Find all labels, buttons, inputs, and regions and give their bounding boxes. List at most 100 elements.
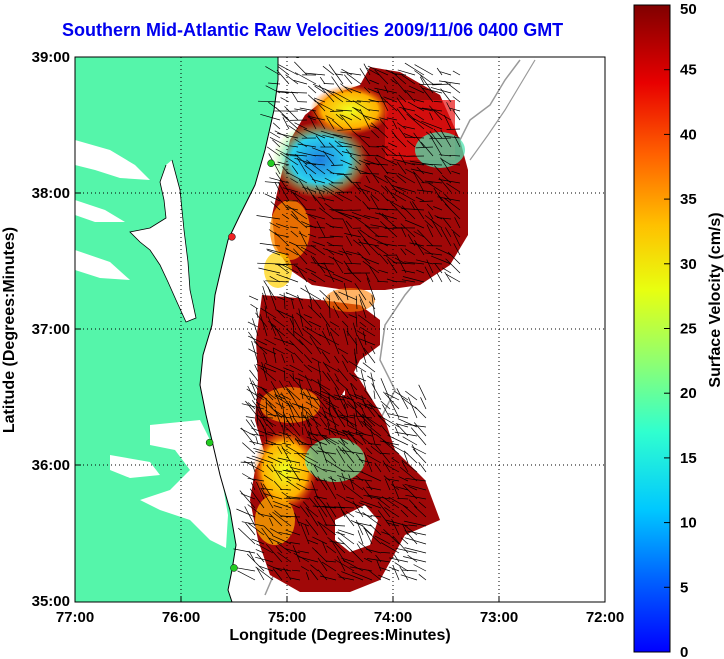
velocity-vector	[296, 151, 317, 157]
y-tick-label: 35:00	[32, 593, 70, 610]
velocity-vector	[320, 575, 337, 581]
velocity-vector	[298, 308, 304, 328]
velocity-vector	[416, 189, 434, 193]
velocity-vector	[284, 469, 301, 473]
velocity-vector	[397, 173, 416, 184]
velocity-vector	[326, 452, 337, 464]
velocity-vector	[337, 128, 362, 131]
velocity-vector	[429, 137, 452, 140]
velocity-vector	[286, 419, 301, 437]
velocity-vector	[288, 400, 301, 419]
velocity-vector	[323, 188, 344, 202]
velocity-vector	[334, 210, 353, 220]
velocity-vector	[274, 395, 295, 409]
velocity-vector	[344, 233, 362, 238]
velocity-vector	[374, 157, 389, 175]
velocity-vector	[341, 114, 353, 121]
velocity-vector	[391, 185, 416, 193]
velocity-vector	[428, 211, 434, 220]
velocity-vector	[282, 442, 292, 446]
velocity-vector	[396, 108, 407, 121]
velocity-vector	[343, 282, 349, 301]
radar-sites	[205, 57, 301, 572]
velocity-vector	[352, 100, 371, 112]
velocity-vector	[355, 311, 358, 328]
velocity-vector	[303, 128, 326, 139]
velocity-vector	[374, 69, 389, 85]
velocity-vector	[384, 507, 400, 518]
velocity-vector	[400, 509, 409, 518]
velocity-vector	[403, 556, 427, 563]
velocity-vector	[322, 150, 335, 166]
x-tick-label: 73:00	[480, 609, 518, 626]
velocity-vector	[280, 97, 290, 103]
velocity-vector	[329, 321, 340, 328]
velocity-vector	[269, 177, 290, 184]
velocity-vector	[298, 378, 304, 400]
velocity-vector	[360, 420, 376, 436]
velocity-vector	[403, 520, 427, 527]
velocity-vector	[345, 100, 362, 103]
velocity-vector	[367, 88, 380, 94]
velocity-vector	[315, 135, 326, 148]
velocity-vector	[332, 134, 353, 139]
velocity-vector	[370, 224, 389, 229]
velocity-vector	[262, 292, 268, 310]
velocity-vector	[452, 70, 461, 76]
velocity-vector	[312, 297, 322, 310]
velocity-vector	[453, 243, 461, 256]
velocity-vector	[328, 294, 331, 319]
velocity-vector	[274, 410, 286, 418]
velocity-vector	[359, 338, 376, 346]
velocity-vector	[404, 547, 427, 554]
velocity-vector	[348, 393, 364, 401]
velocity-vector	[260, 367, 277, 382]
velocity-vector	[288, 125, 308, 139]
velocity-vector	[252, 318, 259, 337]
velocity-vector	[396, 175, 407, 184]
velocity-vector	[392, 158, 416, 166]
velocity-vector	[322, 65, 335, 76]
velocity-vector	[413, 172, 425, 193]
velocity-vector	[298, 179, 308, 193]
velocity-vector	[332, 305, 340, 319]
velocity-vector	[330, 475, 337, 491]
velocity-vector	[431, 219, 443, 238]
velocity-vector	[282, 117, 290, 130]
velocity-vector	[301, 453, 319, 464]
velocity-vector	[317, 521, 337, 536]
velocity-vector	[400, 223, 416, 238]
velocity-vector	[285, 529, 301, 536]
velocity-vector	[350, 549, 364, 563]
velocity-vector	[413, 99, 425, 103]
velocity-vector	[324, 459, 346, 473]
velocity-vector	[401, 269, 416, 274]
velocity-vector	[355, 432, 373, 437]
velocity-vector	[357, 530, 364, 545]
velocity-vector	[359, 326, 376, 337]
velocity-vector	[334, 140, 344, 148]
velocity-vector	[289, 577, 301, 581]
velocity-vector	[299, 230, 308, 247]
velocity-vector	[272, 568, 283, 581]
velocity-vector	[318, 84, 335, 103]
velocity-vector	[429, 135, 443, 157]
velocity-vector	[363, 527, 382, 545]
velocity-vector	[247, 385, 256, 401]
velocity-vector	[299, 505, 310, 518]
velocity-vector	[242, 473, 256, 482]
velocity-vector	[312, 536, 328, 545]
velocity-vector	[291, 403, 310, 410]
velocity-vector	[290, 298, 295, 310]
velocity-vector	[366, 486, 382, 491]
velocity-vector	[352, 181, 362, 184]
velocity-vector	[377, 415, 391, 428]
velocity-vector	[245, 522, 256, 536]
velocity-vector	[404, 62, 425, 76]
velocity-vector	[305, 209, 317, 211]
velocity-vector	[426, 203, 434, 211]
velocity-vector	[383, 529, 400, 545]
velocity-vector	[275, 148, 290, 157]
velocity-vector	[433, 128, 443, 139]
velocity-vector	[401, 279, 416, 283]
